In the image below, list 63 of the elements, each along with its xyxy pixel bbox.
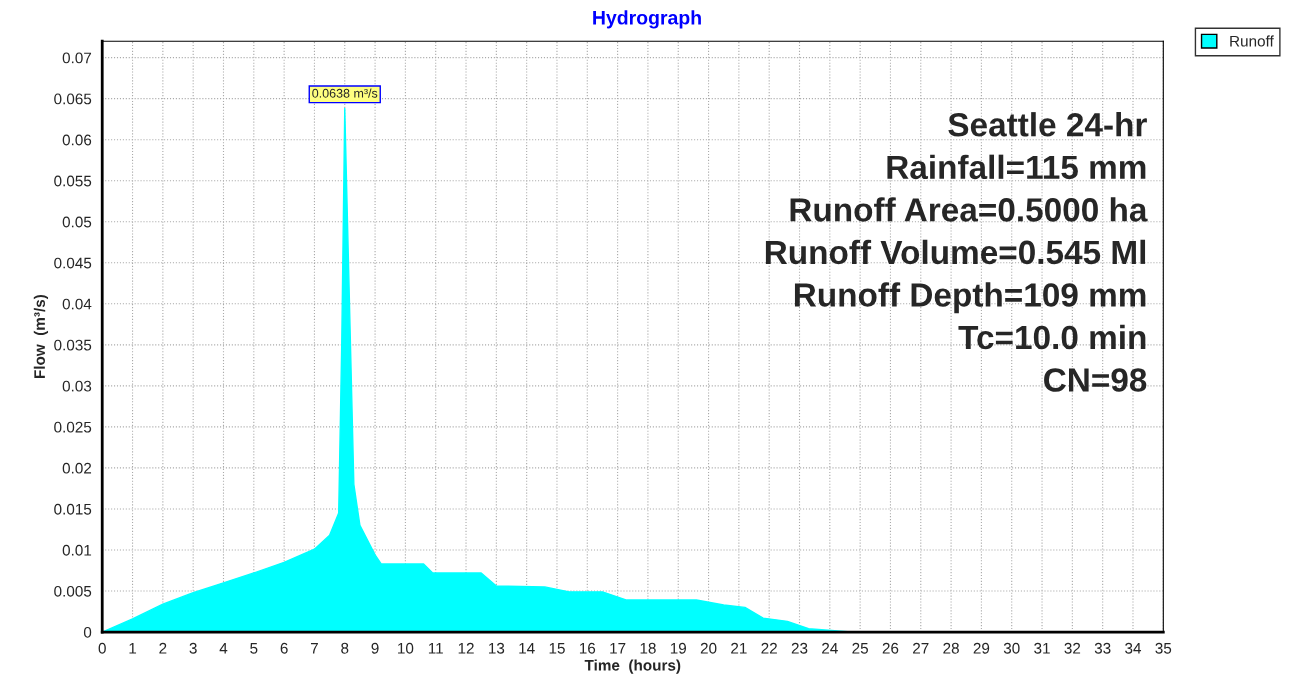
x-tick-label: 35 — [1155, 642, 1172, 654]
x-tick-label: 31 — [1034, 642, 1050, 654]
x-tick-label: 9 — [371, 642, 379, 654]
y-tick-label: 0.025 — [54, 421, 92, 433]
x-tick-label: 6 — [280, 642, 288, 654]
x-tick-label: 12 — [458, 642, 474, 654]
y-tick-label: 0.045 — [54, 257, 92, 269]
x-tick-label: 23 — [791, 642, 808, 654]
x-tick-label: 2 — [159, 642, 167, 654]
x-tick-label: 27 — [913, 642, 929, 654]
annotation: Runoff Area=0.5000 ha — [790, 197, 1148, 222]
x-tick-label: 29 — [973, 642, 990, 654]
x-tick-label: 21 — [731, 642, 747, 654]
x-tick-label: 32 — [1064, 642, 1081, 654]
y-tick-label: 0.055 — [54, 175, 92, 187]
annotation: 0.0638 m³/s — [312, 88, 378, 98]
x-tick-label: 7 — [310, 643, 318, 654]
y-tick-label: 0.04 — [62, 298, 92, 310]
chart-title: Hydrograph — [593, 10, 701, 29]
x-tick-label: 8 — [341, 642, 349, 654]
x-axis-title: Time (hours) — [584, 659, 681, 674]
x-tick-label: 28 — [943, 642, 959, 654]
x-tick-label: 0 — [98, 642, 106, 654]
x-tick-label: 14 — [519, 643, 535, 654]
x-tick-label: 17 — [610, 643, 626, 654]
y-tick-label: 0.07 — [62, 52, 92, 64]
annotation: Runoff Depth=109 mm — [794, 282, 1146, 314]
y-tick-label: 0.065 — [54, 93, 92, 105]
y-axis-title: Flow (m³/s) — [33, 294, 49, 379]
x-tick-label: 13 — [489, 642, 505, 654]
y-tick-label: 0.015 — [54, 503, 92, 515]
y-tick-label: 0.02 — [62, 462, 92, 474]
x-tick-label: 22 — [761, 642, 777, 654]
x-tick-label: 19 — [670, 642, 687, 654]
x-tick-label: 25 — [852, 642, 868, 654]
annotation: Runoff Volume=0.545 Ml — [765, 239, 1146, 265]
y-tick-label: 0.06 — [62, 134, 92, 146]
annotation: Rainfall=115 mm — [887, 154, 1146, 180]
y-tick-label: 0.005 — [54, 585, 92, 597]
x-tick-label: 16 — [579, 642, 596, 654]
y-tick-label: 0.035 — [54, 339, 92, 351]
y-tick-label: 0.05 — [62, 216, 92, 228]
x-tick-label: 11 — [428, 643, 443, 654]
x-tick-label: 24 — [822, 642, 838, 654]
x-tick-label: 5 — [250, 643, 258, 654]
annotation: CN=98 — [1044, 368, 1147, 392]
x-tick-label: 15 — [549, 643, 565, 654]
x-tick-label: 4 — [219, 643, 228, 654]
x-tick-label: 18 — [640, 642, 656, 654]
annotation: Seattle 24-hr — [948, 112, 1147, 137]
x-tick-label: 30 — [1003, 642, 1020, 654]
x-tick-label: 26 — [882, 642, 899, 654]
x-tick-label: 20 — [700, 642, 717, 654]
x-tick-label: 33 — [1094, 642, 1111, 654]
y-tick-label: 0 — [83, 626, 92, 638]
x-tick-label: 10 — [398, 642, 414, 654]
y-tick-label: 0.03 — [62, 380, 92, 392]
y-tick-label: 0.01 — [62, 544, 92, 556]
x-tick-label: 34 — [1125, 642, 1142, 654]
annotation: Tc=10.0 min — [958, 324, 1146, 350]
x-tick-label: 3 — [189, 642, 197, 654]
legend-label: Runoff — [1230, 35, 1274, 47]
x-tick-label: 1 — [129, 643, 137, 654]
